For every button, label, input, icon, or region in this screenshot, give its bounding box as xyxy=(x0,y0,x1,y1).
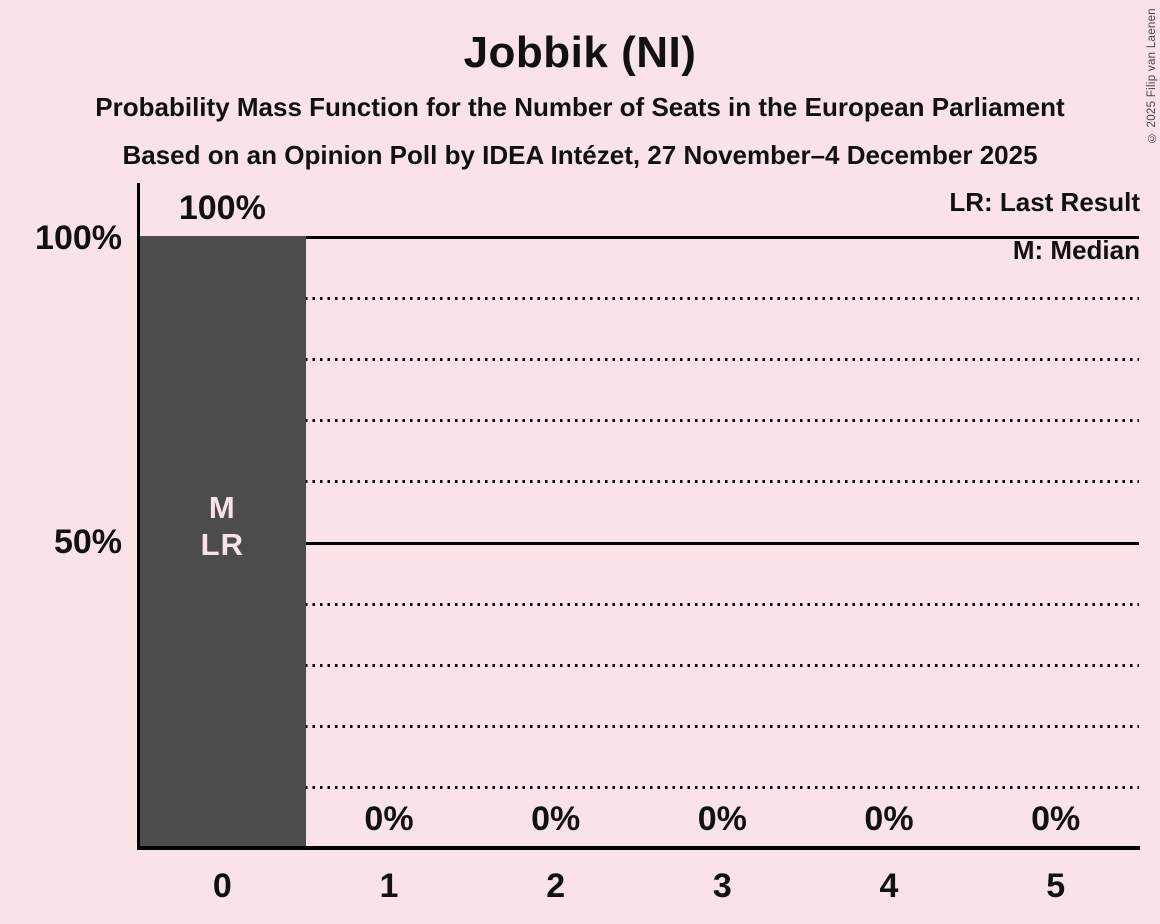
bar-annotation-median-lastresult: M LR xyxy=(139,489,306,563)
bar-seats-0 xyxy=(140,236,306,847)
value-label-seats-4: 0% xyxy=(864,800,914,838)
gridline-dotted-30pct xyxy=(140,664,1139,667)
value-label-seats-0: 100% xyxy=(178,189,266,227)
y-axis-tick-100: 100% xyxy=(35,219,122,257)
value-label-seats-1: 0% xyxy=(364,800,414,838)
x-axis-line xyxy=(137,846,1140,850)
gridline-dotted-40pct xyxy=(140,603,1139,606)
gridline-solid-100pct xyxy=(140,236,1139,239)
x-axis-tick-3: 3 xyxy=(712,867,732,905)
copyright-text: © 2025 Filip van Laenen xyxy=(1146,8,1158,144)
gridline-dotted-80pct xyxy=(140,358,1139,361)
x-axis-tick-1: 1 xyxy=(379,867,399,905)
gridline-dotted-90pct xyxy=(140,297,1139,300)
value-label-seats-5: 0% xyxy=(1031,800,1081,838)
chart-title: Jobbik (NI) xyxy=(463,28,697,77)
chart-subtitle-line1: Probability Mass Function for the Number… xyxy=(95,92,1065,122)
gridline-solid-50pct xyxy=(140,542,1139,545)
gridline-dotted-10pct xyxy=(140,786,1139,789)
y-axis-tick-50: 50% xyxy=(53,523,122,561)
legend-last-result: LR: Last Result xyxy=(949,187,1140,217)
x-axis-tick-0: 0 xyxy=(212,867,232,905)
x-axis-tick-2: 2 xyxy=(546,867,566,905)
bar-annotation-line: M xyxy=(208,490,236,525)
y-axis-line xyxy=(137,183,140,847)
bar-annotation-line: LR xyxy=(200,527,244,562)
chart-subtitle-line2: Based on an Opinion Poll by IDEA Intézet… xyxy=(122,140,1038,170)
x-axis-tick-4: 4 xyxy=(879,867,899,905)
gridline-dotted-20pct xyxy=(140,725,1139,728)
gridline-dotted-60pct xyxy=(140,480,1139,483)
value-label-seats-3: 0% xyxy=(697,800,747,838)
gridline-dotted-70pct xyxy=(140,419,1139,422)
value-label-seats-2: 0% xyxy=(531,800,581,838)
legend-median: M: Median xyxy=(1012,235,1140,265)
x-axis-tick-5: 5 xyxy=(1046,867,1066,905)
